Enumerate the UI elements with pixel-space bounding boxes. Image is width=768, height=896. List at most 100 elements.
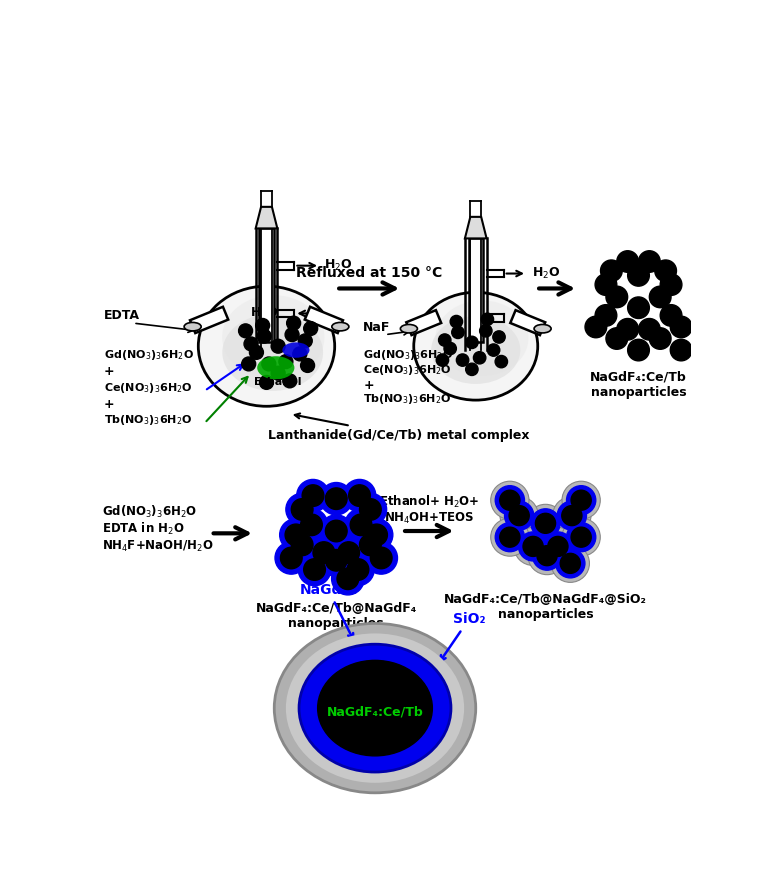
Circle shape [551, 545, 590, 582]
Circle shape [300, 514, 323, 536]
Circle shape [535, 513, 555, 533]
Circle shape [488, 344, 500, 357]
Ellipse shape [431, 316, 520, 384]
Circle shape [359, 499, 381, 521]
Circle shape [543, 532, 572, 561]
Ellipse shape [400, 324, 418, 333]
Circle shape [275, 542, 307, 574]
Circle shape [345, 509, 377, 541]
Circle shape [660, 305, 682, 326]
Ellipse shape [332, 323, 349, 331]
Circle shape [359, 534, 381, 556]
Circle shape [491, 518, 529, 556]
Bar [259, 228, 274, 342]
Circle shape [473, 351, 486, 364]
Circle shape [495, 522, 525, 552]
Circle shape [260, 375, 273, 390]
Circle shape [296, 479, 329, 512]
Circle shape [450, 315, 462, 328]
Circle shape [567, 486, 596, 514]
Text: SiO₂: SiO₂ [440, 613, 485, 661]
Ellipse shape [257, 357, 294, 379]
Circle shape [333, 537, 365, 569]
Circle shape [444, 342, 456, 355]
Circle shape [326, 549, 347, 571]
Text: +: + [363, 379, 374, 392]
Circle shape [452, 326, 464, 339]
Circle shape [480, 324, 492, 337]
Circle shape [271, 366, 285, 380]
Circle shape [531, 509, 560, 538]
Circle shape [556, 549, 585, 578]
Ellipse shape [534, 324, 551, 333]
Circle shape [302, 485, 324, 506]
Circle shape [650, 328, 671, 349]
Circle shape [285, 328, 299, 341]
Circle shape [280, 519, 313, 551]
Circle shape [337, 568, 359, 590]
Circle shape [326, 521, 347, 542]
Text: H$_2$O: H$_2$O [531, 266, 560, 281]
Ellipse shape [299, 644, 451, 772]
Circle shape [505, 501, 534, 530]
Text: Refluxed at 150 °C: Refluxed at 150 °C [296, 266, 442, 280]
Circle shape [465, 336, 478, 349]
Text: NaGdF₄:Ce/Tb: NaGdF₄:Ce/Tb [326, 705, 423, 719]
Circle shape [303, 322, 318, 335]
Circle shape [561, 505, 582, 526]
Polygon shape [190, 306, 228, 333]
Circle shape [537, 546, 557, 565]
Circle shape [283, 374, 296, 388]
Circle shape [465, 363, 478, 375]
Circle shape [360, 519, 392, 551]
Bar [468, 238, 483, 342]
Ellipse shape [222, 314, 323, 391]
Circle shape [558, 501, 587, 530]
Circle shape [436, 354, 449, 366]
Circle shape [518, 532, 548, 561]
Circle shape [500, 496, 538, 535]
Circle shape [495, 356, 508, 367]
Circle shape [295, 509, 328, 541]
Circle shape [286, 529, 319, 561]
Ellipse shape [286, 633, 464, 783]
Circle shape [627, 297, 650, 318]
Circle shape [298, 334, 313, 348]
Circle shape [528, 537, 566, 574]
Circle shape [320, 483, 353, 515]
Polygon shape [465, 217, 487, 238]
Text: Gd(NO$_3$)$_3$6H$_2$O: Gd(NO$_3$)$_3$6H$_2$O [104, 348, 194, 362]
Circle shape [303, 559, 326, 581]
Circle shape [526, 504, 564, 542]
Circle shape [326, 488, 347, 510]
Ellipse shape [274, 624, 475, 793]
Text: NH$_4$F+NaOH/H$_2$O: NH$_4$F+NaOH/H$_2$O [102, 538, 214, 554]
Circle shape [291, 534, 313, 556]
Circle shape [560, 554, 581, 573]
Ellipse shape [283, 342, 310, 358]
Polygon shape [406, 310, 441, 335]
Text: NaGdF₄:Ce/Tb
nanoparticles: NaGdF₄:Ce/Tb nanoparticles [590, 371, 687, 399]
Circle shape [660, 274, 682, 296]
Circle shape [256, 318, 270, 332]
Circle shape [638, 318, 660, 340]
Text: Gd(NO$_3$)$_3$6H$_2$O: Gd(NO$_3$)$_3$6H$_2$O [363, 348, 453, 362]
Circle shape [495, 486, 525, 514]
Circle shape [366, 524, 387, 546]
Circle shape [307, 537, 340, 569]
Circle shape [298, 554, 331, 586]
Text: Tb(NO$_3$)$_3$6H$_2$O: Tb(NO$_3$)$_3$6H$_2$O [104, 413, 192, 427]
Circle shape [370, 547, 392, 569]
Circle shape [286, 316, 300, 330]
Circle shape [300, 358, 315, 373]
Text: EDTA in H$_2$O: EDTA in H$_2$O [102, 521, 184, 537]
Text: +: + [104, 398, 114, 411]
Text: H$_2$O: H$_2$O [324, 258, 353, 273]
Circle shape [291, 499, 313, 521]
Circle shape [313, 542, 335, 564]
Circle shape [365, 542, 398, 574]
Circle shape [617, 318, 638, 340]
Circle shape [244, 337, 258, 351]
Circle shape [606, 328, 627, 349]
Circle shape [239, 323, 253, 338]
